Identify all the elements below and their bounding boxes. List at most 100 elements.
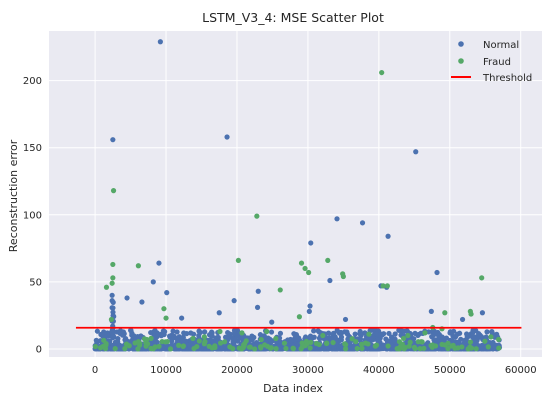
normal-point	[182, 338, 188, 344]
normal-point	[374, 331, 380, 337]
fraud-point	[366, 331, 372, 337]
normal-point	[492, 342, 498, 349]
fraud-point	[298, 346, 304, 352]
fraud-point	[101, 337, 107, 343]
normal-point	[109, 305, 115, 311]
fraud-point	[479, 275, 485, 281]
normal-point	[457, 330, 463, 336]
normal-point	[307, 303, 313, 309]
fraud-point	[262, 342, 268, 348]
normal-point	[428, 308, 434, 314]
normal-point	[164, 290, 170, 296]
y-tick-label: 50	[29, 277, 42, 288]
fraud-point	[455, 345, 461, 351]
normal-point	[196, 328, 202, 334]
fraud-point	[325, 257, 331, 264]
fraud-point	[303, 338, 310, 344]
fraud-point	[176, 342, 182, 348]
fraud-point	[167, 346, 174, 352]
normal-point	[397, 327, 403, 334]
normal-point	[434, 269, 440, 276]
fraud-point	[137, 342, 143, 348]
normal-point	[93, 337, 99, 343]
normal-point	[171, 346, 178, 352]
y-tick-label: 0	[36, 344, 42, 355]
fraud-point	[445, 340, 451, 346]
normal-point	[308, 240, 314, 246]
normal-point	[178, 336, 184, 342]
normal-point	[404, 328, 410, 334]
normal-point	[110, 137, 116, 143]
x-tick-label: 20000	[221, 365, 253, 376]
normal-point	[386, 330, 392, 337]
fraud-point	[359, 341, 365, 347]
fraud-point	[92, 343, 99, 350]
normal-point	[117, 330, 123, 336]
fraud-point	[191, 345, 197, 352]
fraud-point	[135, 263, 141, 269]
fraud-point	[320, 332, 326, 339]
fraud-point	[415, 339, 421, 345]
normal-point	[254, 304, 261, 310]
normal-point	[359, 220, 366, 226]
normal-point	[291, 331, 297, 337]
normal-point	[207, 337, 213, 343]
plot-background	[49, 31, 542, 357]
normal-point	[139, 299, 145, 305]
normal-point	[109, 298, 115, 304]
fraud-point	[482, 338, 488, 344]
normal-point	[156, 260, 162, 266]
fraud-point	[342, 346, 349, 352]
fraud-point	[496, 345, 502, 351]
fraud-point	[159, 338, 165, 345]
y-axis-label: Reconstruction error	[7, 139, 20, 252]
fraud-point	[108, 316, 115, 323]
normal-point	[484, 329, 490, 335]
legend-normal-label: Normal	[483, 40, 519, 51]
fraud-point	[201, 334, 207, 340]
normal-point	[459, 316, 466, 323]
normal-point	[357, 331, 363, 337]
fraud-point	[485, 344, 491, 350]
fraud-point	[148, 345, 154, 352]
fraud-point	[161, 306, 167, 312]
normal-point	[392, 331, 398, 337]
fraud-point	[306, 269, 312, 276]
fraud-point	[349, 336, 355, 342]
normal-point	[255, 288, 261, 294]
normal-point	[170, 328, 176, 334]
normal-point	[334, 327, 340, 333]
fraud-point	[411, 344, 418, 350]
normal-point	[464, 333, 471, 339]
normal-point	[277, 330, 284, 336]
fraud-point	[112, 345, 118, 352]
legend-fraud-label: Fraud	[483, 57, 511, 68]
fraud-point	[132, 340, 138, 346]
fraud-point	[267, 345, 274, 351]
normal-point	[109, 327, 115, 333]
fraud-point	[217, 340, 224, 346]
fraud-point	[298, 260, 305, 266]
normal-point	[431, 337, 437, 343]
normal-point	[231, 298, 237, 304]
normal-point	[105, 333, 111, 339]
fraud-point	[103, 284, 110, 290]
fraud-point	[230, 345, 236, 352]
normal-point	[334, 216, 340, 222]
normal-point	[128, 327, 134, 334]
normal-point	[311, 328, 317, 334]
fraud-point	[103, 342, 109, 348]
normal-point	[216, 310, 222, 316]
normal-point	[327, 277, 333, 284]
fraud-point	[277, 287, 283, 293]
fraud-point	[196, 338, 202, 344]
y-tick-label: 150	[23, 143, 42, 154]
normal-point	[162, 328, 168, 335]
legend-normal-marker	[458, 41, 464, 47]
normal-point	[478, 333, 484, 340]
fraud-point	[217, 328, 223, 335]
normal-point	[226, 334, 232, 340]
fraud-point	[212, 344, 218, 351]
fraud-point	[201, 341, 207, 347]
fraud-point	[206, 343, 212, 349]
